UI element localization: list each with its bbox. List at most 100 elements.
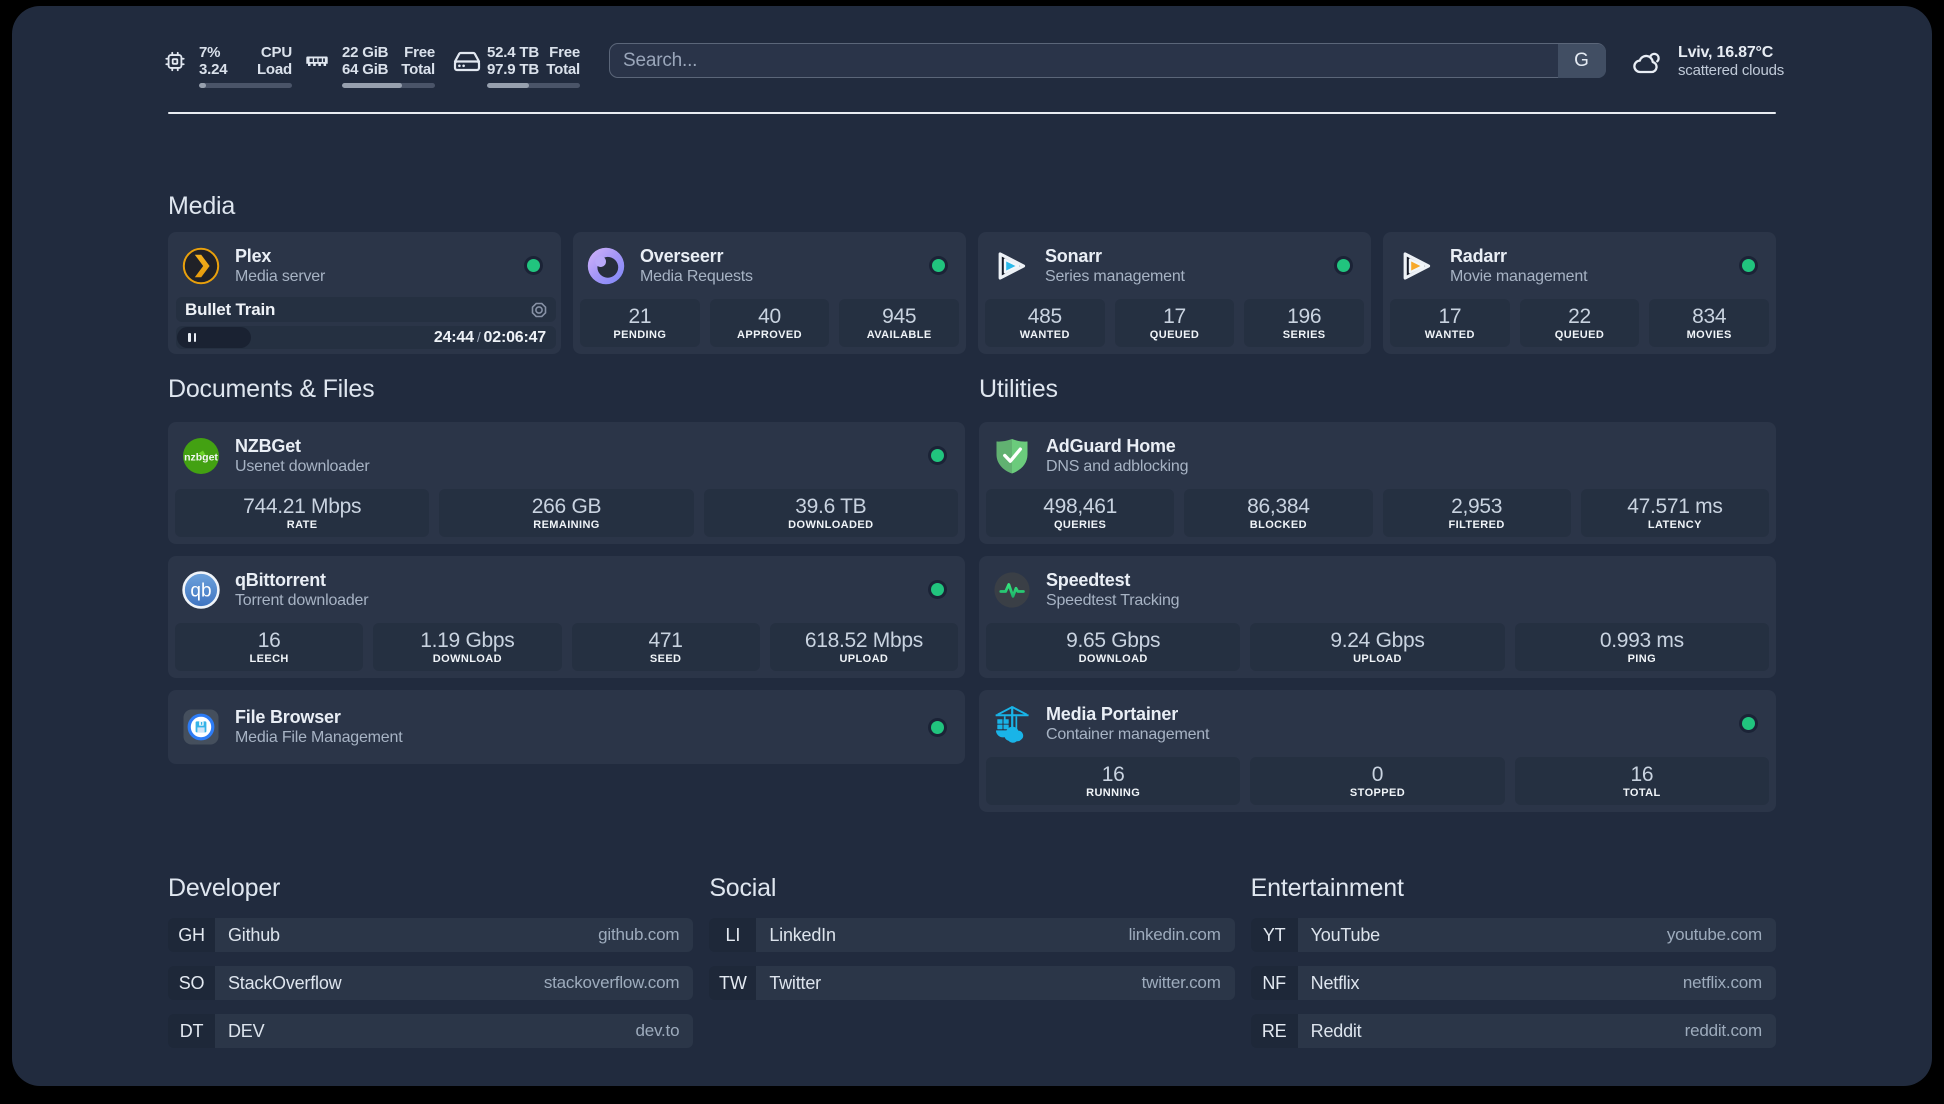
bookmark-abbr: LI — [709, 918, 757, 952]
bookmark-reddit[interactable]: RE Reddit reddit.com — [1250, 1014, 1776, 1048]
search-engine-button[interactable]: G — [1557, 43, 1606, 78]
service-description: Movie management — [1450, 268, 1588, 285]
service-description: Usenet downloader — [235, 458, 370, 475]
status-dot-online — [1742, 259, 1755, 272]
bookmark-abbr: GH — [168, 918, 215, 952]
stat-label: WANTED — [1019, 328, 1070, 341]
service-card-plex[interactable]: Plex Media server Bullet Train — [168, 232, 561, 354]
stat-label: MOVIES — [1686, 328, 1732, 341]
service-description: Container management — [1046, 726, 1210, 743]
stat-block: 2,953 FILTERED — [1382, 489, 1571, 537]
bookmark-name: Reddit — [1310, 1020, 1362, 1041]
stat-value: 2,953 — [1451, 494, 1503, 518]
stat-value: 1.19 Gbps — [420, 628, 515, 652]
bookmark-name: LinkedIn — [769, 924, 836, 945]
stat-value: 945 — [882, 304, 917, 328]
stat-label: TOTAL — [1622, 786, 1661, 799]
stat-block: 21 PENDING — [580, 299, 700, 347]
bookmark-youtube[interactable]: YT YouTube youtube.com — [1250, 918, 1776, 952]
service-name: qBittorrent — [235, 570, 326, 590]
speedtest-icon — [992, 570, 1032, 610]
stat-block: 17 WANTED — [1390, 299, 1510, 347]
stat-block: 744.21 Mbps RATE — [175, 489, 430, 537]
service-card-portainer[interactable]: Media Portainer Container management 16 … — [979, 690, 1776, 812]
bookmark-body: DEV dev.to — [215, 1014, 694, 1048]
bookmark-body: Twitter twitter.com — [756, 966, 1235, 1000]
stat-label: BLOCKED — [1249, 518, 1307, 531]
stat-label: QUEUED — [1149, 328, 1200, 341]
stat-block: 22 QUEUED — [1519, 299, 1640, 347]
service-name: Speedtest — [1046, 570, 1131, 590]
bookmark-netflix[interactable]: NF Netflix netflix.com — [1250, 966, 1776, 1000]
overseerr-icon — [586, 246, 626, 286]
bookmark-linkedin[interactable]: LI LinkedIn linkedin.com — [709, 918, 1235, 952]
service-card-overseerr[interactable]: Overseerr Media Requests 21 PENDING 40 A… — [573, 232, 966, 354]
disk-progressbar — [487, 83, 580, 88]
stat-value: 9.65 Gbps — [1066, 628, 1161, 652]
cpu-row-1: 7% CPU — [199, 44, 292, 61]
stat-block: 945 AVAILABLE — [839, 299, 960, 347]
service-name: File Browser — [235, 707, 341, 727]
disk-progress-fill — [487, 83, 529, 88]
bookmark-github[interactable]: GH Github github.com — [168, 918, 694, 952]
service-card-qbittorrent[interactable]: qb qBittorrent Torrent downloader 16 — [168, 556, 965, 678]
stat-value: 21 — [628, 304, 652, 328]
bookmark-name: DEV — [228, 1020, 265, 1041]
service-name: Radarr — [1450, 246, 1507, 266]
now-playing-row: Bullet Train — [176, 297, 556, 322]
nzbget-icon: nzbget — [181, 436, 221, 476]
bookmark-url: stackoverflow.com — [543, 973, 680, 992]
service-description: Torrent downloader — [235, 592, 369, 609]
weather-location-temp: Lviv, 16.87°C — [1678, 44, 1774, 61]
stat-value: 834 — [1692, 304, 1727, 328]
bookmark-url: dev.to — [635, 1021, 680, 1040]
service-card-speedtest[interactable]: Speedtest Speedtest Tracking 9.65 Gbps D… — [979, 556, 1776, 678]
stat-label: RUNNING — [1086, 786, 1141, 799]
bookmark-dev[interactable]: DT DEV dev.to — [168, 1014, 694, 1048]
section-media: Media Plex Medi — [168, 189, 1776, 354]
now-playing-progressbar[interactable]: 24:44/02:06:47 — [176, 326, 556, 349]
bookmark-name: Netflix — [1310, 972, 1360, 993]
stat-block: 47.571 ms LATENCY — [1580, 489, 1769, 537]
section-title-media: Media — [168, 192, 236, 220]
stat-label: REMAINING — [533, 518, 600, 531]
service-card-nzbget[interactable]: nzbget NZBGet Usenet downloader 744. — [168, 422, 965, 544]
search-bar[interactable]: Search... G — [609, 43, 1606, 78]
bookmark-url: github.com — [598, 925, 680, 944]
service-card-sonarr[interactable]: Sonarr Series management 485 WANTED 17 Q… — [978, 232, 1371, 354]
status-dot-online — [931, 449, 944, 462]
status-dot-online — [527, 259, 540, 272]
service-card-adguard[interactable]: AdGuard Home DNS and adblocking 498,461 … — [979, 422, 1776, 544]
service-card-filebrowser[interactable]: File Browser Media File Management — [168, 690, 965, 764]
stat-block: 16 TOTAL — [1514, 757, 1769, 805]
plex-now-playing: Bullet Train — [176, 297, 556, 349]
camera-icon — [531, 302, 547, 318]
disk-label-1: Free — [549, 44, 580, 61]
status-dot-online — [931, 583, 944, 596]
disk-widget: 52.4 TB Free 97.9 TB Total — [453, 44, 580, 88]
stat-label: FILTERED — [1448, 518, 1505, 531]
stat-label: RATE — [286, 518, 318, 531]
stat-value: 16 — [1630, 762, 1654, 786]
bookmark-body: StackOverflow stackoverflow.com — [215, 966, 694, 1000]
search-input[interactable]: Search... — [623, 49, 698, 71]
bookmark-twitter[interactable]: TW Twitter twitter.com — [709, 966, 1235, 1000]
radarr-icon — [1396, 246, 1436, 286]
bookmark-body: Reddit reddit.com — [1297, 1014, 1776, 1048]
cpu-progress-fill — [199, 83, 207, 88]
pause-icon[interactable] — [188, 333, 196, 342]
service-name: Sonarr — [1045, 246, 1102, 266]
svg-text:qb: qb — [190, 581, 211, 602]
bookmark-stackoverflow[interactable]: SO StackOverflow stackoverflow.com — [168, 966, 694, 1000]
stat-block: 39.6 TB DOWNLOADED — [703, 489, 958, 537]
stat-value: 196 — [1287, 304, 1322, 328]
stat-block: 9.65 Gbps DOWNLOAD — [986, 623, 1241, 671]
cpu-widget: 7% CPU 3.24 Load — [164, 44, 292, 88]
stat-value: 17 — [1163, 304, 1186, 328]
bookmark-body: Github github.com — [215, 918, 694, 952]
filebrowser-icon — [181, 707, 221, 747]
memory-progressbar — [342, 83, 435, 88]
service-card-radarr[interactable]: Radarr Movie management 17 WANTED 22 QUE… — [1383, 232, 1776, 354]
bookmark-abbr: YT — [1250, 918, 1298, 952]
sonarr-icon — [991, 246, 1031, 286]
